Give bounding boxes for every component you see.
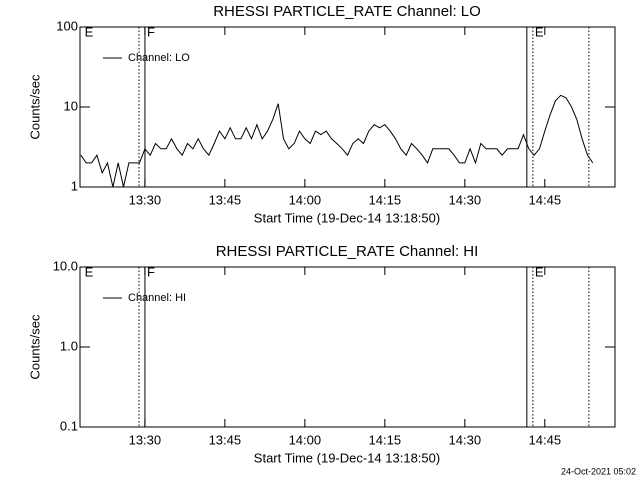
event-label: E bbox=[85, 264, 94, 279]
legend-label: Channel: LO bbox=[128, 52, 190, 64]
x-tick-label: 14:15 bbox=[369, 432, 402, 447]
footer: 24-Oct-2021 05:02 bbox=[561, 466, 636, 476]
x-tick-label: 14:00 bbox=[289, 432, 322, 447]
event-label: E bbox=[535, 264, 544, 279]
y-tick-label: 0.1 bbox=[60, 418, 78, 433]
x-tick-label: 14:30 bbox=[449, 192, 482, 207]
chart-title: RHESSI PARTICLE_RATE Channel: HI bbox=[216, 243, 479, 260]
legend-label: Channel: HI bbox=[128, 292, 186, 304]
y-axis-label: Counts/sec bbox=[27, 314, 42, 380]
x-axis-label: Start Time (19-Dec-14 13:18:50) bbox=[254, 210, 440, 225]
x-tick-label: 14:45 bbox=[529, 432, 562, 447]
x-tick-label: 14:15 bbox=[369, 192, 402, 207]
event-label: E bbox=[85, 24, 94, 39]
x-axis-label: Start Time (19-Dec-14 13:18:50) bbox=[254, 450, 440, 465]
x-tick-label: 14:45 bbox=[529, 192, 562, 207]
x-tick-label: 14:00 bbox=[289, 192, 322, 207]
event-label: E bbox=[535, 24, 544, 39]
y-tick-label: 100 bbox=[56, 18, 78, 33]
event-label: F bbox=[147, 24, 155, 39]
x-tick-label: 13:45 bbox=[209, 432, 242, 447]
y-tick-label: 10 bbox=[64, 98, 78, 113]
x-tick-label: 13:30 bbox=[129, 192, 162, 207]
x-tick-label: 13:45 bbox=[209, 192, 242, 207]
x-tick-label: 14:30 bbox=[449, 432, 482, 447]
x-tick-label: 13:30 bbox=[129, 432, 162, 447]
y-axis-label: Counts/sec bbox=[27, 74, 42, 140]
y-tick-label: 1 bbox=[71, 178, 78, 193]
event-label: F bbox=[147, 264, 155, 279]
chart-title: RHESSI PARTICLE_RATE Channel: LO bbox=[213, 3, 481, 20]
y-tick-label: 10.0 bbox=[53, 258, 78, 273]
y-tick-label: 1.0 bbox=[60, 338, 78, 353]
data-line bbox=[80, 94, 594, 188]
